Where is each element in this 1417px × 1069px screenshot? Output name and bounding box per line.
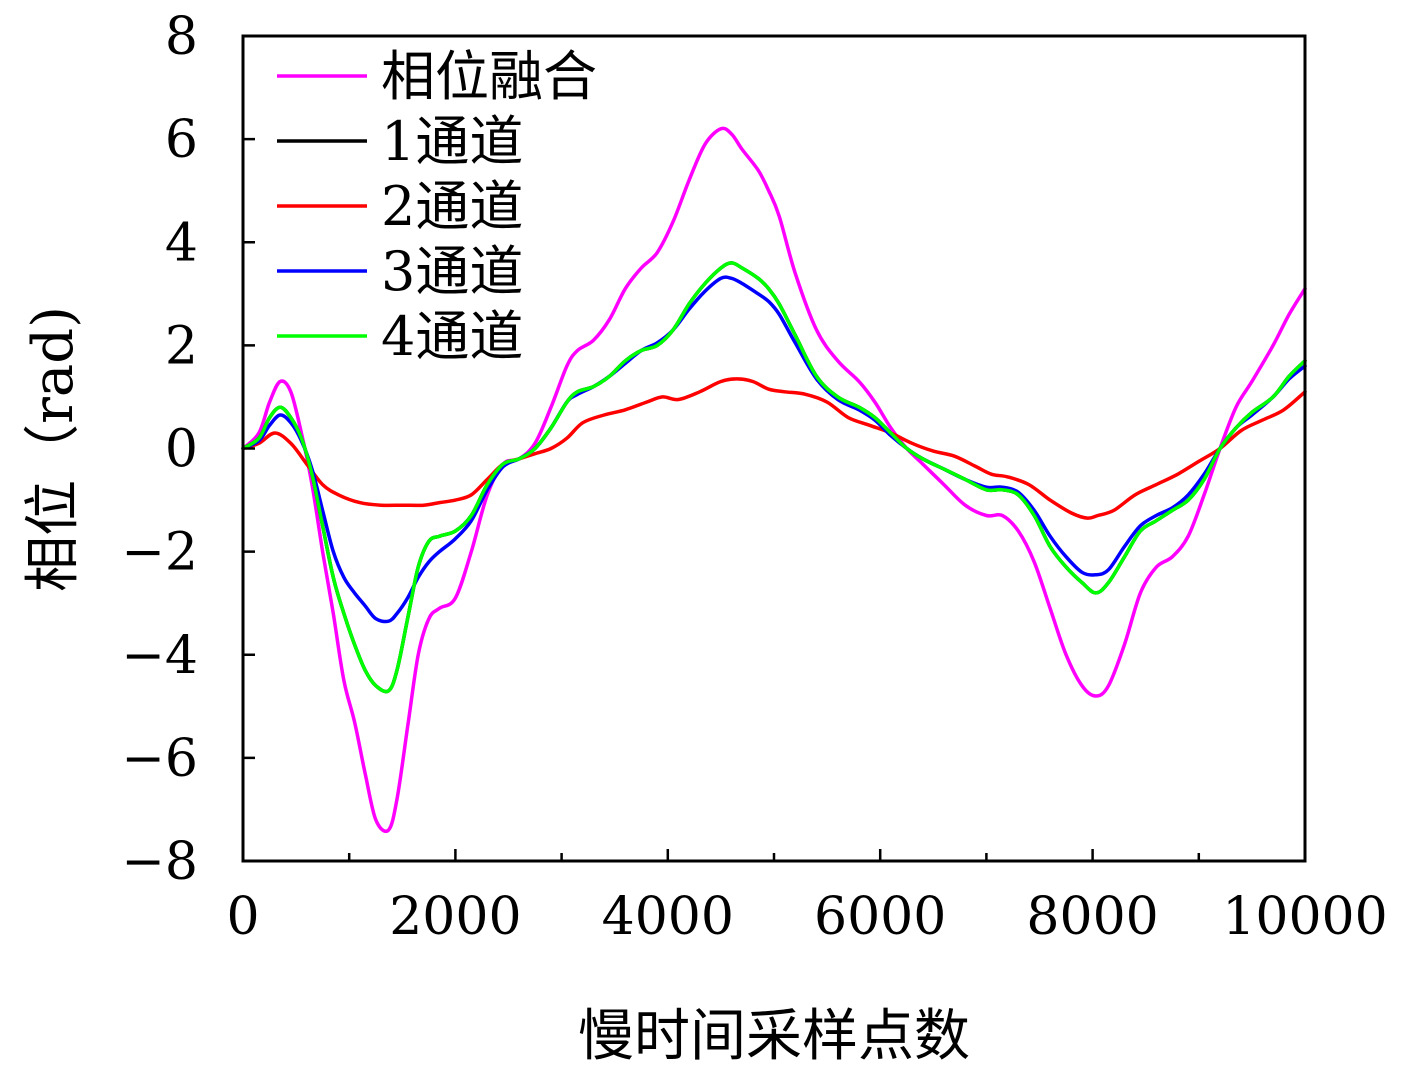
series-line-3 [241, 377, 1307, 520]
legend-label-5: 4通道 [381, 305, 523, 368]
series-line-1 [241, 126, 1307, 833]
y-tick-label: −2 [121, 523, 198, 583]
legend-label-1: 相位融合 [381, 45, 597, 108]
y-axis-title: 相位（rad) [21, 306, 86, 592]
legend-label-4: 3通道 [381, 240, 523, 303]
x-tick-label: 8000 [1026, 887, 1158, 947]
x-axis-title: 慢时间采样点数 [578, 1004, 970, 1069]
x-tick-label: 6000 [814, 887, 946, 947]
tick-layer: 0 2000 4000 6000 8000 10000 −8 −6 −4 −2 0 2 4 6 8 [121, 7, 1387, 947]
y-tick-label: 8 [165, 7, 198, 67]
x-tick-label: 2000 [389, 887, 521, 947]
y-tick-label: −6 [121, 729, 198, 789]
x-tick-label: 10000 [1222, 887, 1387, 947]
y-tick-label: 2 [165, 316, 198, 376]
x-tick-label: 0 [226, 887, 259, 947]
legend-label-2: 1通道 [381, 110, 523, 173]
legend-label-3: 2通道 [381, 175, 523, 238]
series-layer [241, 126, 1307, 833]
y-tick-label: −4 [121, 626, 198, 686]
y-tick-label: −8 [121, 832, 198, 892]
series-line-4 [241, 275, 1307, 624]
series-line-5 [241, 261, 1307, 694]
y-tick-label: 6 [165, 110, 198, 170]
y-tick-label: 4 [165, 213, 198, 273]
y-tick-label: 0 [165, 420, 198, 480]
x-tick-label: 4000 [602, 887, 734, 947]
